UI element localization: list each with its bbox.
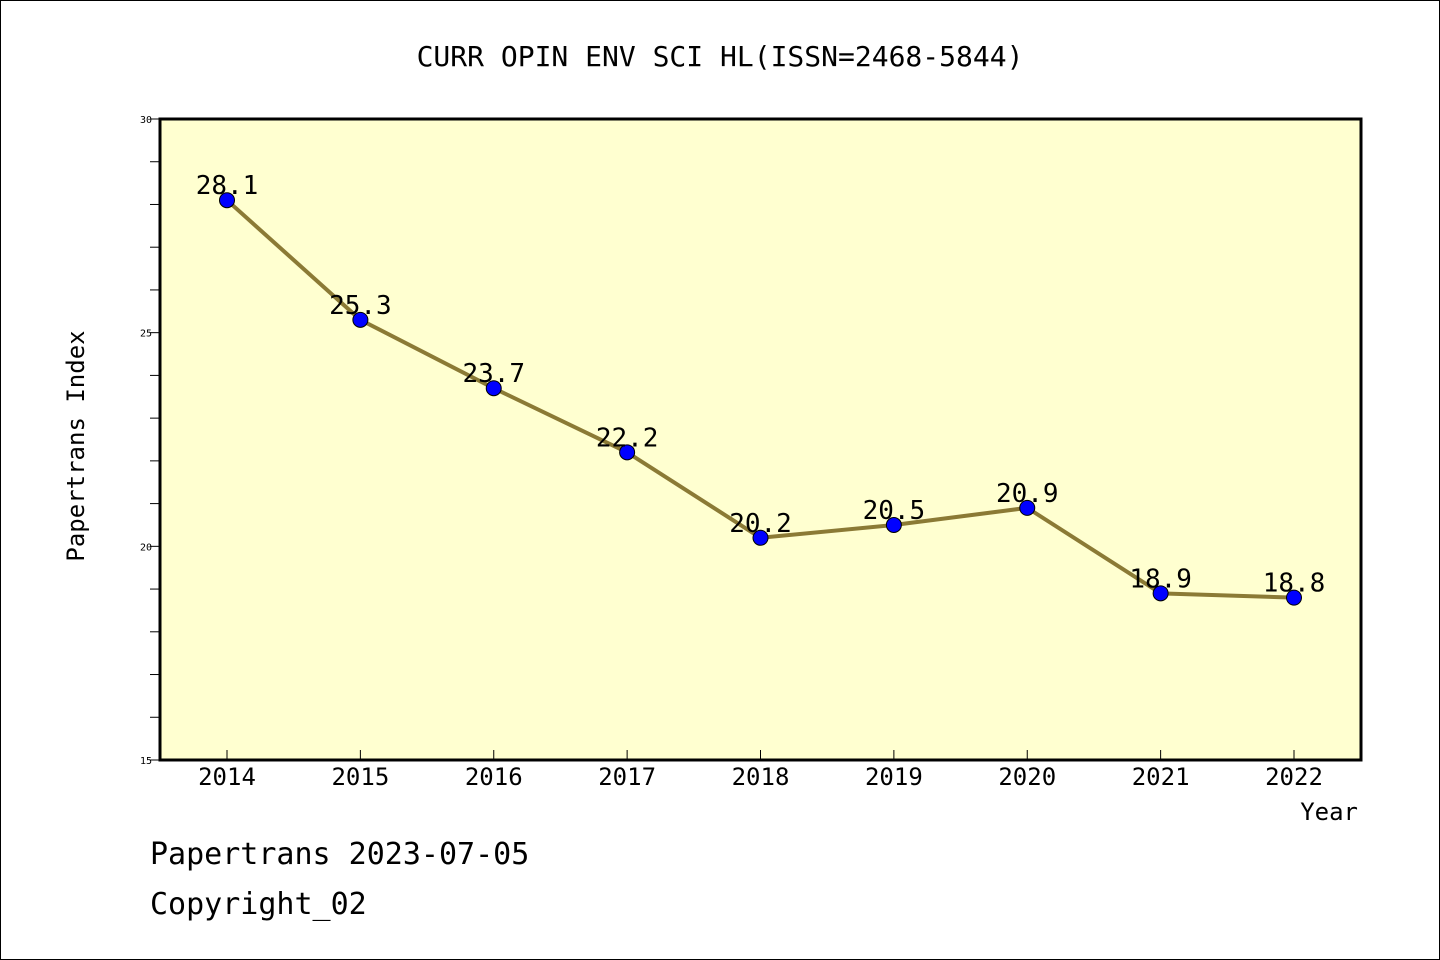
x-tick-label: 2021 bbox=[1132, 763, 1190, 791]
data-point bbox=[352, 311, 369, 328]
y-tick-label: 15 bbox=[140, 756, 152, 767]
y-axis: 15 20 25 30 bbox=[140, 115, 160, 767]
data-point bbox=[219, 192, 235, 209]
x-tick-label: 2017 bbox=[598, 763, 656, 791]
data-label: 20.2 bbox=[729, 509, 792, 539]
data-label: 18.8 bbox=[1263, 569, 1326, 599]
data-label: 20.9 bbox=[996, 479, 1059, 509]
data-label: 23.7 bbox=[462, 359, 525, 389]
data-point bbox=[752, 529, 769, 546]
y-axis-label: Papertrans Index bbox=[62, 330, 90, 561]
data-label: 25.3 bbox=[329, 291, 392, 321]
x-tick-label: 2014 bbox=[198, 763, 256, 791]
y-tick-label: 20 bbox=[140, 542, 152, 553]
data-point bbox=[1019, 499, 1036, 516]
x-tick-label: 2022 bbox=[1265, 763, 1323, 791]
footer-date: Papertrans 2023-07-05 bbox=[150, 837, 529, 872]
x-tick-label: 2018 bbox=[732, 763, 790, 791]
data-point bbox=[885, 516, 902, 533]
data-label: 28.1 bbox=[196, 171, 259, 201]
series-layer bbox=[219, 192, 1302, 606]
x-tick-label: 2016 bbox=[465, 763, 523, 791]
x-tick-label: 2015 bbox=[331, 763, 389, 791]
chart-title: CURR OPIN ENV SCI HL(ISSN=2468-5844) bbox=[417, 40, 1024, 73]
y-tick-label: 25 bbox=[140, 329, 152, 340]
data-point bbox=[1152, 585, 1169, 602]
plot-area bbox=[158, 117, 1363, 762]
data-point bbox=[485, 380, 502, 397]
y-tick-label: 30 bbox=[140, 115, 152, 126]
data-label: 20.5 bbox=[863, 496, 926, 526]
data-label: 18.9 bbox=[1129, 564, 1192, 594]
x-axis: 2014 2015 2016 2017 2018 2019 2020 2021 2022 bbox=[198, 750, 1323, 791]
data-point bbox=[1286, 589, 1302, 606]
x-tick-label: 2020 bbox=[998, 763, 1056, 791]
data-labels: 28.1 25.3 23.7 22.2 20.2 20.5 20.9 18.9 18.8 bbox=[196, 171, 1326, 598]
x-tick-label: 2019 bbox=[865, 763, 923, 791]
footer-copyright: Copyright_02 bbox=[150, 887, 367, 922]
x-axis-label: Year bbox=[1300, 798, 1358, 826]
data-label: 22.2 bbox=[596, 423, 659, 453]
data-point bbox=[619, 444, 636, 461]
